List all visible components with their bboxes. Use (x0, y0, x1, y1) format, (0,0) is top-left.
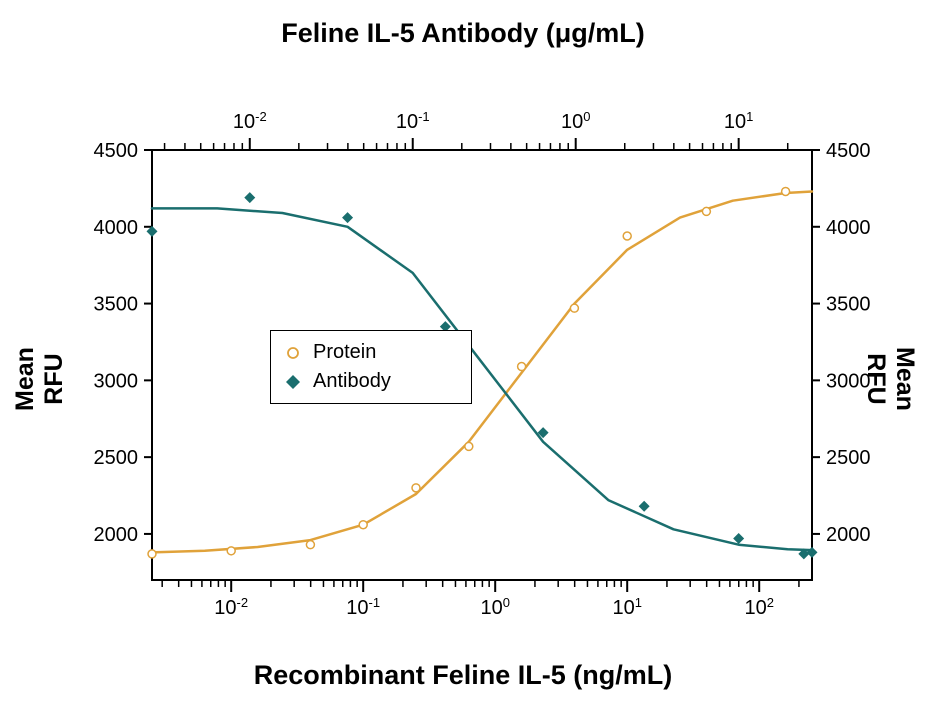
legend: Protein Antibody (270, 330, 472, 404)
chart-container: Feline IL-5 Antibody (μg/mL) Mean RFU Me… (0, 0, 926, 717)
legend-item-antibody: Antibody (285, 370, 457, 393)
svg-text:101: 101 (612, 595, 641, 620)
svg-text:3000: 3000 (94, 370, 139, 392)
svg-text:3000: 3000 (826, 370, 871, 392)
svg-text:2000: 2000 (826, 524, 871, 546)
svg-text:3500: 3500 (94, 294, 139, 316)
legend-antibody-label: Antibody (313, 370, 391, 393)
svg-text:2500: 2500 (94, 447, 139, 469)
svg-text:2000: 2000 (94, 524, 139, 546)
legend-item-protein: Protein (285, 341, 457, 364)
bottom-x-axis-title: Recombinant Feline IL-5 (ng/mL) (0, 660, 926, 691)
svg-text:10-1: 10-1 (346, 595, 380, 620)
svg-text:4000: 4000 (826, 217, 871, 239)
svg-text:10-1: 10-1 (396, 109, 430, 134)
legend-protein-marker-icon (285, 345, 301, 361)
svg-text:4500: 4500 (94, 140, 139, 162)
svg-text:3500: 3500 (826, 294, 871, 316)
svg-text:2500: 2500 (826, 447, 871, 469)
svg-text:101: 101 (724, 109, 753, 134)
legend-antibody-marker-icon (285, 374, 301, 390)
svg-text:10-2: 10-2 (233, 109, 267, 134)
svg-text:100: 100 (480, 595, 509, 620)
svg-text:4000: 4000 (94, 217, 139, 239)
svg-text:4500: 4500 (826, 140, 871, 162)
svg-text:102: 102 (744, 595, 773, 620)
legend-protein-label: Protein (313, 341, 376, 364)
svg-text:100: 100 (561, 109, 590, 134)
svg-text:10-2: 10-2 (214, 595, 248, 620)
